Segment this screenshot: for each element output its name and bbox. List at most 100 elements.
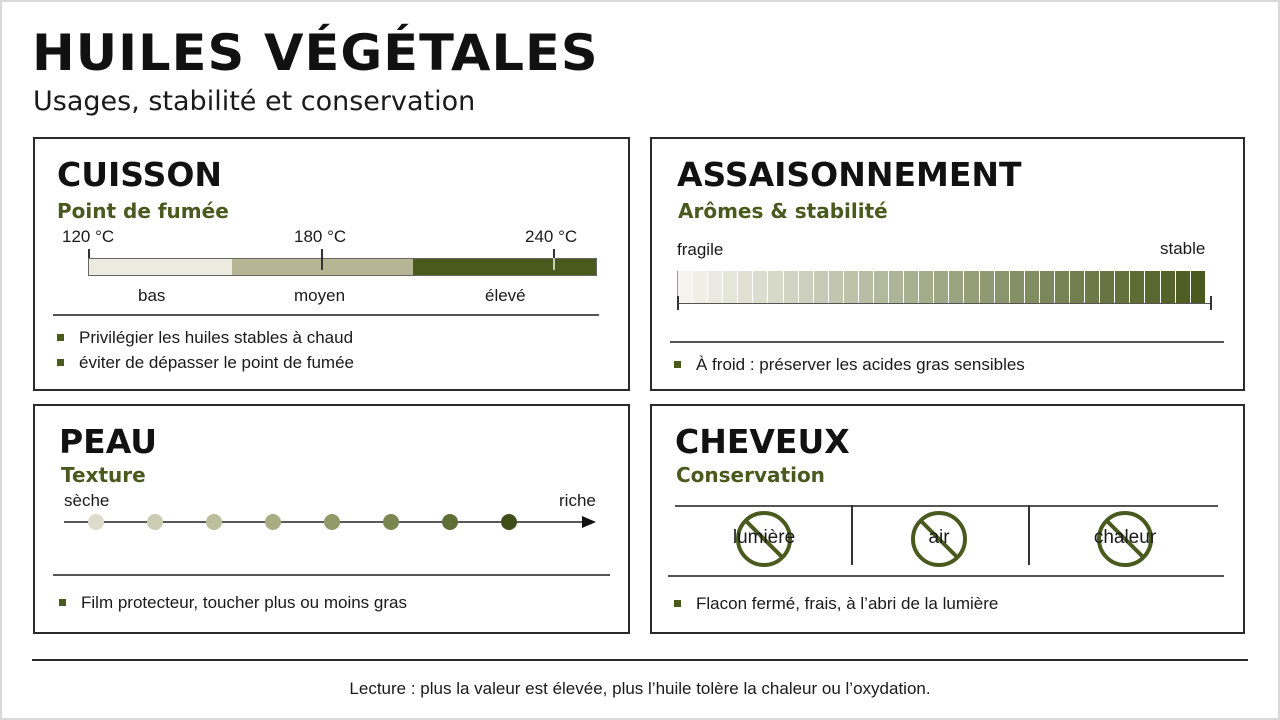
cuisson-divider <box>53 314 599 316</box>
smoke-zone-low <box>89 259 232 275</box>
gradient-segment <box>1145 271 1161 303</box>
zone-label-low: bas <box>138 286 166 305</box>
gradient-segment <box>1054 271 1071 303</box>
gradient-segment <box>1175 271 1191 303</box>
stability-gradient-bar <box>677 271 1206 303</box>
zone-label-mid: moyen <box>294 286 346 305</box>
gradient-axis-end-right <box>1210 296 1212 310</box>
cheveux-subtitle: Conservation <box>676 463 825 487</box>
bar-tick-high <box>553 258 555 270</box>
gradient-segment <box>1070 271 1086 303</box>
gradient-label-stable: stable <box>1160 239 1206 258</box>
temp-label-mid: 180 °C <box>294 227 347 246</box>
gradient-segment <box>723 271 739 303</box>
peau-subtitle: Texture <box>61 463 146 487</box>
cheveux-cell-divider-2 <box>1028 505 1030 565</box>
texture-dot <box>147 514 163 530</box>
texture-dot <box>206 514 222 530</box>
gradient-segment <box>693 271 709 303</box>
bullet-square-icon <box>59 599 66 606</box>
cheveux-title: CHEVEUX <box>675 422 850 461</box>
temp-tick-mid <box>321 249 323 266</box>
texture-dot <box>383 514 399 530</box>
assaisonnement-divider <box>670 341 1224 343</box>
gradient-segment <box>1039 271 1055 303</box>
temp-tick-low <box>88 249 90 261</box>
bullet-square-icon <box>57 334 64 341</box>
footer-divider <box>32 659 1248 661</box>
cheveux-bullet: Flacon fermé, frais, à l’abri de la lumi… <box>670 594 998 614</box>
texture-label-seche: sèche <box>64 491 110 510</box>
texture-dot <box>442 514 458 530</box>
gradient-segment <box>994 271 1010 303</box>
cuisson-bullet-1: Privilégier les huiles stables à chaud <box>53 328 353 348</box>
gradient-segment <box>979 271 995 303</box>
gradient-segment <box>1190 271 1206 303</box>
gradient-segment <box>708 271 724 303</box>
page-subtitle: Usages, stabilité et conservation <box>33 86 476 117</box>
peau-bullet: Film protecteur, toucher plus ou moins g… <box>55 593 407 613</box>
gradient-segment <box>1100 271 1116 303</box>
conservation-item-chaleur: chaleur <box>1093 527 1157 548</box>
gradient-axis-end-left <box>677 296 679 310</box>
assaisonnement-subtitle: Arômes & stabilité <box>678 199 888 223</box>
gradient-label-fragile: fragile <box>677 240 724 259</box>
gradient-segment <box>1130 271 1146 303</box>
gradient-segment <box>874 271 890 303</box>
zone-label-high: élevé <box>485 286 526 305</box>
cuisson-subtitle: Point de fumée <box>57 199 229 223</box>
cheveux-cell-divider-1 <box>851 505 853 565</box>
gradient-segment <box>753 271 769 303</box>
temp-tick-high <box>553 249 555 266</box>
gradient-segment <box>768 271 784 303</box>
page-title: HUILES VÉGÉTALES <box>32 24 599 82</box>
bullet-square-icon <box>674 361 681 368</box>
smoke-point-bar <box>88 258 597 276</box>
gradient-axis <box>677 303 1212 304</box>
gradient-segment <box>964 271 980 303</box>
gradient-segment <box>949 271 965 303</box>
gradient-segment <box>1115 271 1131 303</box>
gradient-segment <box>1024 271 1040 303</box>
no-light-icon <box>736 511 792 567</box>
texture-dot <box>265 514 281 530</box>
texture-dot <box>88 514 104 530</box>
assaisonnement-bullet: À froid : préserver les acides gras sens… <box>670 355 1025 375</box>
gradient-segment <box>919 271 935 303</box>
gradient-segment <box>889 271 905 303</box>
panel-assaisonnement <box>650 137 1245 391</box>
footer-note: Lecture : plus la valeur est élevée, plu… <box>349 679 931 698</box>
texture-dot <box>501 514 517 530</box>
no-air-icon <box>911 511 967 567</box>
gradient-segment <box>798 271 814 303</box>
conservation-item-air: air <box>928 527 950 548</box>
gradient-segment <box>904 271 920 303</box>
texture-label-riche: riche <box>559 491 596 510</box>
peau-divider <box>53 574 610 576</box>
gradient-segment <box>828 271 844 303</box>
cuisson-title: CUISSON <box>57 155 223 194</box>
gradient-segment <box>843 271 859 303</box>
gradient-segment <box>738 271 754 303</box>
cheveux-divider <box>668 575 1224 577</box>
cuisson-bullet-2: éviter de dépasser le point de fumée <box>53 353 354 373</box>
temp-label-high: 240 °C <box>525 227 578 246</box>
smoke-zone-mid <box>232 259 413 275</box>
gradient-segment <box>813 271 829 303</box>
arrow-right-icon <box>582 516 596 528</box>
gradient-segment <box>783 271 799 303</box>
bullet-square-icon <box>57 359 64 366</box>
cheveux-top-divider <box>675 505 1218 507</box>
smoke-zone-high <box>413 259 596 275</box>
gradient-segment <box>934 271 950 303</box>
gradient-segment <box>1009 271 1025 303</box>
temp-label-low: 120 °C <box>62 227 115 246</box>
no-heat-icon <box>1097 511 1153 567</box>
peau-title: PEAU <box>59 422 158 461</box>
conservation-item-lumiere: lumière <box>732 527 796 548</box>
bullet-square-icon <box>674 600 681 607</box>
gradient-segment <box>678 271 694 303</box>
texture-dot <box>324 514 340 530</box>
gradient-segment <box>1160 271 1176 303</box>
bar-tick-mid <box>321 258 323 270</box>
